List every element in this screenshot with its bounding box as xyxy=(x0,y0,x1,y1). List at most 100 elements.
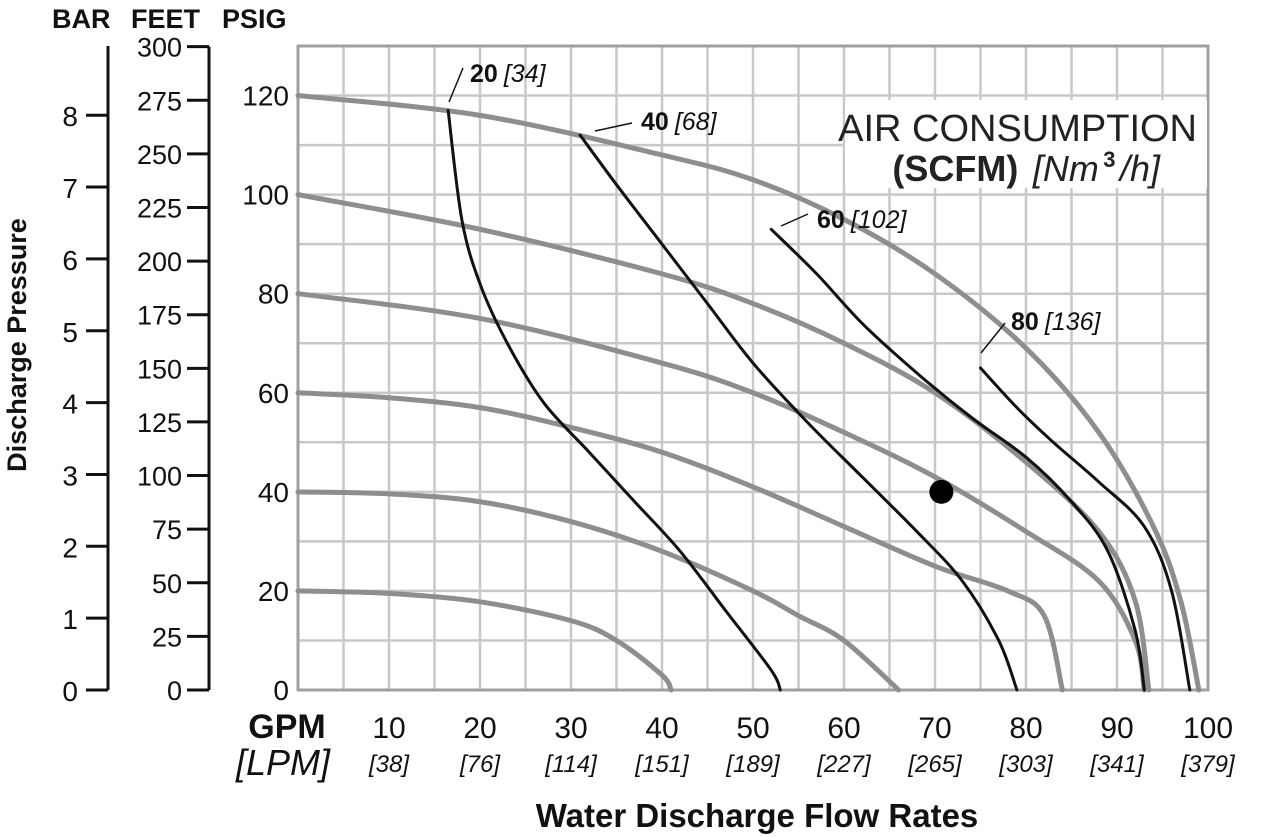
feet-tick-label: 100 xyxy=(137,462,182,492)
x-tick-gpm: 90 xyxy=(1100,712,1133,745)
air-label-leader xyxy=(980,322,1006,354)
x-tick-lpm: [38] xyxy=(368,751,410,778)
x-tick-gpm: 70 xyxy=(918,712,951,745)
air-label-leader xyxy=(594,122,633,132)
x-axis-ticks: 10 [38] 20 [76] 30 [114] 40 [151] 50 [189] 60 [227]… xyxy=(368,712,1236,778)
x-tick-gpm: 30 xyxy=(554,712,587,745)
bar-tick-label: 8 xyxy=(62,101,78,132)
bar-axis-header: BAR xyxy=(52,4,111,34)
air-curve-label: 80 [136] xyxy=(1011,308,1101,336)
air-curve-label-nm3: [136] xyxy=(1044,308,1102,336)
air-curve-20scfm xyxy=(446,108,782,692)
bar-tick-label: 3 xyxy=(62,460,78,491)
pressure-curve-100psig xyxy=(295,192,1152,693)
air-curve-80scfm xyxy=(979,366,1192,692)
air-curve-label-scfm: 60 xyxy=(817,206,845,234)
feet-tick-label: 250 xyxy=(137,140,182,170)
feet-tick-label: 50 xyxy=(152,569,182,599)
bar-tick-label: 4 xyxy=(62,389,78,420)
legend-box xyxy=(845,100,1207,188)
bar-tick-label: 2 xyxy=(62,532,78,563)
x-unit-lpm: [LPM] xyxy=(235,742,331,783)
legend-unit-superscript: 3 xyxy=(1103,147,1115,172)
bar-tick-label: 1 xyxy=(62,604,78,635)
feet-tick-label: 150 xyxy=(137,354,182,384)
x-tick-gpm: 50 xyxy=(736,712,769,745)
x-axis-title: Water Discharge Flow Rates xyxy=(536,797,979,834)
air-curve-label-nm3: [68] xyxy=(674,108,718,136)
psig-tick-label: 80 xyxy=(258,279,289,310)
x-tick-gpm: 60 xyxy=(827,712,860,745)
psig-tick-label: 100 xyxy=(242,180,289,211)
x-tick-gpm: 20 xyxy=(463,712,496,745)
feet-tick-label: 25 xyxy=(152,622,182,652)
legend-unit-nm3-prefix: [Nm xyxy=(1032,148,1099,189)
air-label-leader xyxy=(780,213,809,227)
psig-tick-label: 20 xyxy=(258,576,289,607)
air-label-leader xyxy=(448,67,464,103)
feet-tick-label: 0 xyxy=(167,676,182,706)
x-tick-lpm: [151] xyxy=(634,751,690,778)
air-consumption-curves xyxy=(446,108,1192,692)
feet-axis: 0 25 50 75 100 125 150 175 200 225 250 275 300 xyxy=(137,33,211,706)
pressure-curve-120psig xyxy=(295,93,1202,693)
x-tick-gpm: 100 xyxy=(1183,712,1233,745)
bar-axis: 0 1 2 3 4 5 6 7 8 xyxy=(62,46,110,707)
operating-point xyxy=(929,479,954,504)
air-curve-label: 40 [68] xyxy=(641,108,718,136)
feet-tick-label: 125 xyxy=(137,408,182,438)
feet-tick-label: 75 xyxy=(152,515,182,545)
x-tick-lpm: [303] xyxy=(998,751,1054,778)
feet-tick-label: 300 xyxy=(137,33,182,63)
x-tick-lpm: [114] xyxy=(544,751,598,778)
feet-tick-label: 175 xyxy=(137,301,182,331)
air-curve-label-nm3: [34] xyxy=(503,60,547,88)
bar-tick-label: 0 xyxy=(62,676,78,707)
air-curve-label: 60 [102] xyxy=(817,206,907,234)
plot-grid xyxy=(296,44,1210,692)
x-tick-gpm: 80 xyxy=(1009,712,1042,745)
air-curve-label: 20 [34] xyxy=(470,60,547,88)
legend-title: AIR CONSUMPTION xyxy=(838,108,1197,150)
pressure-curve-20psig xyxy=(295,588,674,693)
y-axis-title: Discharge Pressure xyxy=(2,218,32,472)
psig-axis: 0 20 40 60 80 100 120 xyxy=(242,81,289,706)
bar-tick-label: 6 xyxy=(62,245,78,276)
operating-point-group xyxy=(929,479,954,504)
plot-frame xyxy=(296,44,1210,692)
x-tick-lpm: [76] xyxy=(459,751,501,778)
psig-axis-header: PSIG xyxy=(222,4,287,34)
air-curve-label-scfm: 20 xyxy=(470,60,498,88)
legend-unit: (SCFM) [Nm 3 /h] xyxy=(892,147,1161,189)
pressure-curve-80psig xyxy=(295,291,1147,693)
air-curve-40scfm xyxy=(578,133,1019,692)
x-tick-lpm: [189] xyxy=(725,751,781,778)
feet-tick-label: 225 xyxy=(137,193,182,223)
x-tick-gpm: 10 xyxy=(372,712,405,745)
x-tick-lpm: [341] xyxy=(1089,751,1145,778)
x-tick-lpm: [227] xyxy=(816,751,872,778)
psig-tick-label: 0 xyxy=(273,675,289,706)
x-unit-gpm: GPM xyxy=(248,708,325,746)
psig-tick-label: 120 xyxy=(242,81,289,112)
feet-axis-header: FEET xyxy=(131,4,201,34)
psig-tick-label: 40 xyxy=(258,477,289,508)
bar-tick-label: 7 xyxy=(62,173,78,204)
pressure-curves xyxy=(295,93,1202,693)
pressure-curve-60psig xyxy=(295,390,1065,693)
air-consumption-labels: 20 [34] 40 [68] 60 [102] 80 [136] xyxy=(448,60,1101,354)
air-curve-label-scfm: 40 xyxy=(641,108,669,136)
psig-tick-label: 60 xyxy=(258,378,289,409)
air-curve-label-nm3: [102] xyxy=(850,206,908,234)
feet-tick-label: 275 xyxy=(137,86,182,116)
x-tick-gpm: 40 xyxy=(645,712,678,745)
legend-unit-scfm: (SCFM) xyxy=(892,148,1018,189)
air-curve-60scfm xyxy=(769,227,1146,692)
bar-tick-label: 5 xyxy=(62,317,78,348)
x-tick-lpm: [379] xyxy=(1180,751,1236,778)
legend-unit-nm3-suffix: /h] xyxy=(1117,148,1161,189)
pressure-curve-40psig xyxy=(295,489,902,693)
x-tick-lpm: [265] xyxy=(907,751,963,778)
feet-tick-label: 200 xyxy=(137,247,182,277)
